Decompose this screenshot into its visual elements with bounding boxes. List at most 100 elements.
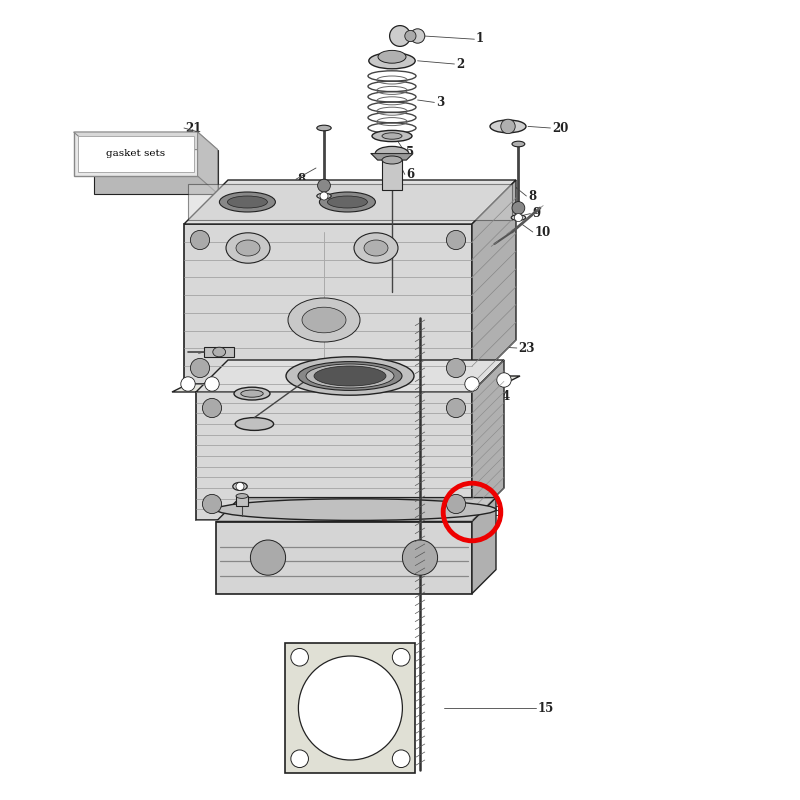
Ellipse shape [369,53,415,69]
Text: 9: 9 [298,189,306,202]
Ellipse shape [213,347,226,357]
Polygon shape [472,498,496,594]
Ellipse shape [306,364,394,388]
Polygon shape [198,132,218,194]
Text: 8: 8 [528,190,536,202]
Ellipse shape [382,156,402,164]
Ellipse shape [298,362,402,390]
Ellipse shape [288,298,360,342]
Ellipse shape [317,126,331,130]
Ellipse shape [314,366,386,386]
Circle shape [410,29,425,43]
Ellipse shape [319,192,375,212]
Ellipse shape [286,357,414,395]
Text: 15: 15 [538,702,554,714]
Ellipse shape [378,50,406,63]
Polygon shape [286,643,415,773]
Ellipse shape [317,194,331,198]
Ellipse shape [290,375,402,393]
Polygon shape [78,136,194,172]
Text: 11: 11 [198,347,214,360]
Text: 2: 2 [456,58,464,70]
Circle shape [446,230,466,250]
Circle shape [318,179,330,192]
Text: 5: 5 [406,146,414,158]
Polygon shape [216,498,496,522]
Polygon shape [184,224,472,384]
Text: 10: 10 [534,226,550,238]
Circle shape [291,649,309,666]
Circle shape [446,398,466,418]
Ellipse shape [302,307,346,333]
Ellipse shape [235,418,274,430]
Circle shape [512,202,525,214]
Polygon shape [216,522,472,594]
Polygon shape [94,150,218,194]
Text: 13: 13 [210,414,226,426]
Ellipse shape [227,196,267,208]
Text: gasket sets: gasket sets [106,150,165,158]
Ellipse shape [241,390,263,398]
Circle shape [202,494,222,514]
Ellipse shape [375,146,409,161]
Circle shape [465,377,479,391]
Circle shape [497,373,511,387]
Text: 14: 14 [494,390,510,403]
Text: 23: 23 [518,342,535,354]
Ellipse shape [236,240,260,256]
Text: 6: 6 [406,168,414,181]
Text: 7: 7 [406,189,414,202]
Ellipse shape [226,233,270,263]
Text: 21: 21 [186,122,202,134]
Ellipse shape [234,387,270,400]
Polygon shape [472,360,504,520]
Polygon shape [196,392,472,520]
Polygon shape [236,496,248,506]
Text: 3: 3 [436,96,444,109]
Circle shape [190,358,210,378]
Ellipse shape [382,133,402,139]
Ellipse shape [512,141,525,146]
Circle shape [202,398,222,418]
Circle shape [392,750,410,767]
Polygon shape [371,154,413,160]
Ellipse shape [364,240,388,256]
Ellipse shape [354,233,398,263]
Circle shape [392,649,410,666]
Text: 18: 18 [486,506,502,518]
Circle shape [501,119,515,134]
Polygon shape [74,132,198,176]
Polygon shape [196,360,504,392]
Ellipse shape [327,196,367,208]
Polygon shape [74,132,218,150]
Ellipse shape [490,120,526,133]
Polygon shape [184,180,516,224]
Polygon shape [204,347,234,357]
Circle shape [190,230,210,250]
Text: 17: 17 [210,502,226,514]
Polygon shape [189,184,512,219]
Ellipse shape [219,192,275,212]
Circle shape [205,377,219,391]
Circle shape [291,750,309,767]
Circle shape [298,656,402,760]
Text: 1: 1 [476,32,484,45]
Circle shape [446,494,466,514]
Circle shape [250,540,286,575]
Text: 9: 9 [532,207,540,220]
Circle shape [236,482,244,490]
Circle shape [446,358,466,378]
Text: 20: 20 [552,122,568,134]
Text: 19: 19 [260,571,276,584]
Circle shape [320,192,328,200]
Polygon shape [172,376,520,392]
Text: 12: 12 [210,389,226,402]
Circle shape [181,377,195,391]
Text: 22: 22 [234,536,250,549]
Circle shape [405,30,416,42]
Ellipse shape [216,499,496,521]
Ellipse shape [236,494,248,498]
Ellipse shape [372,130,412,142]
Circle shape [390,26,410,46]
Text: 8: 8 [298,173,306,186]
